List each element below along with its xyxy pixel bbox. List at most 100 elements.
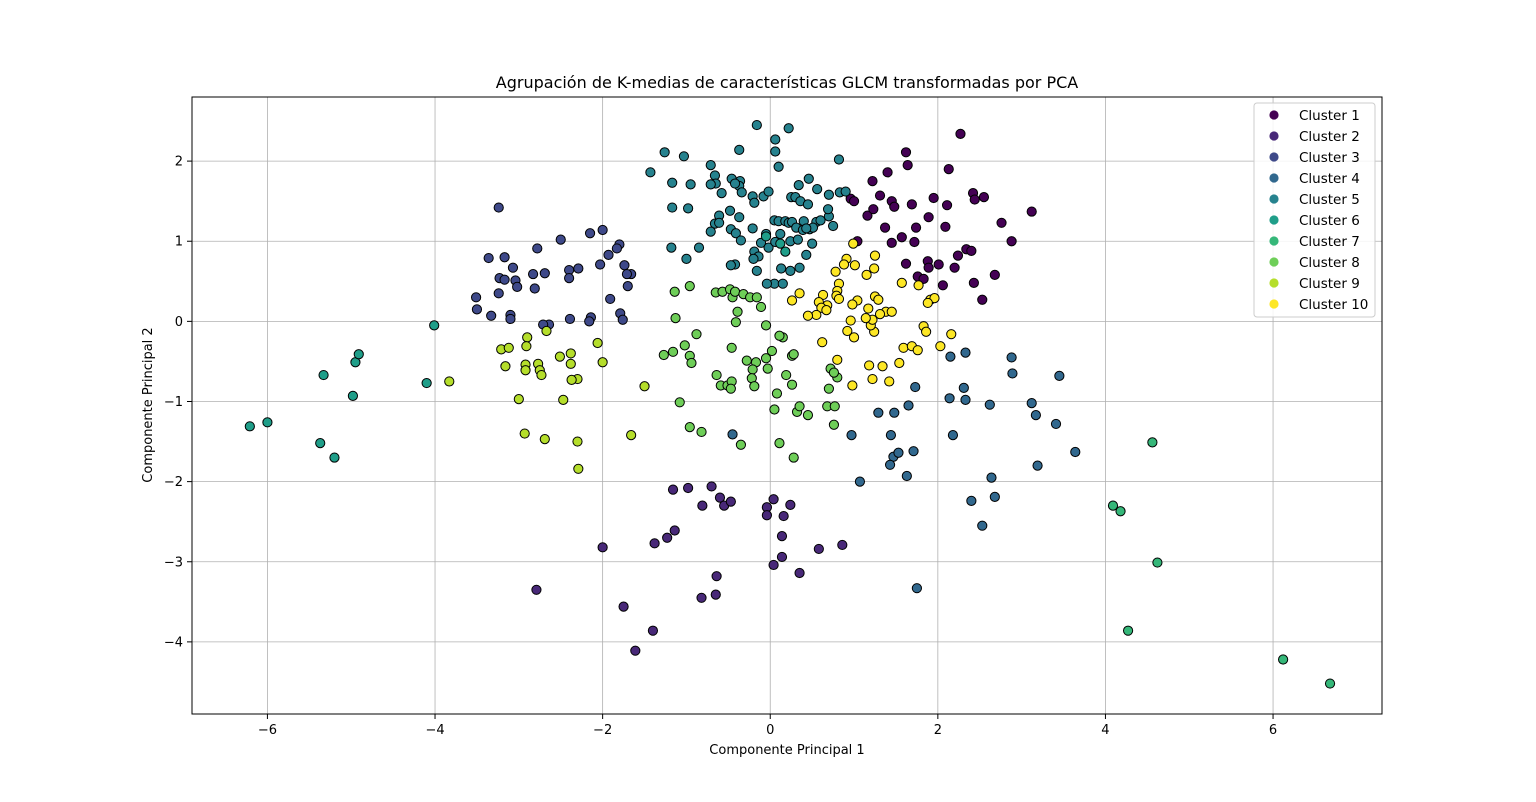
cluster-10-point [898,342,909,353]
cluster-5-point [716,188,727,199]
cluster-1-point [966,245,977,256]
cluster-9-point [520,365,531,376]
cluster-3-point [603,249,614,260]
cluster-5-point [827,220,839,232]
cluster-5-point [667,202,678,213]
cluster-10-point [847,380,858,391]
cluster-8-point [829,401,840,412]
cluster-5-point [725,260,736,271]
cluster-5-point [747,223,758,234]
cluster-4-point [966,495,977,506]
cluster-6-point [760,231,772,242]
cluster-5-point [777,278,788,289]
cluster-10-point [922,297,933,309]
cluster-8-point [667,346,679,357]
cluster-2-point [667,484,679,495]
cluster-5-point [803,173,814,184]
cluster-9-point [573,463,584,474]
cluster-10-point [838,259,850,270]
cluster-4-point [910,381,921,393]
cluster-10-point [832,354,843,365]
cluster-8-point [788,452,799,463]
cluster-5-point [783,123,794,134]
cluster-1-point [969,194,980,205]
cluster-9-point [519,428,530,439]
cluster-8-point [760,320,772,331]
cluster-8-point [670,313,681,324]
cluster-8-point [828,419,840,430]
cluster-5-point [822,204,834,215]
cluster-9-point [592,337,603,349]
cluster-5-point [815,215,826,226]
cluster-5-point [659,147,670,158]
cluster-3-point [619,260,630,271]
cluster-10-point [847,299,858,310]
cluster-8-point [741,355,752,366]
cluster-9-point [572,436,583,447]
cluster-3-point [595,259,606,270]
cluster-8-point [658,349,669,361]
cluster-10-point [867,373,878,385]
legend-marker-cluster-5 [1269,194,1279,204]
cluster-4-point [908,446,919,457]
cluster-8-point [774,330,785,341]
cluster-3-point [499,252,510,263]
cluster-10-point [877,361,888,372]
cluster-10-point [830,266,841,277]
legend-marker-cluster-3 [1269,152,1279,162]
cluster-8-point [769,404,780,415]
cluster-7-point [1278,654,1289,665]
cluster-8-point [669,286,680,297]
legend-label-cluster-5: Cluster 5 [1299,192,1360,208]
cluster-4-point [893,447,904,458]
cluster-1-point [848,196,860,207]
cluster-8-point [691,329,702,340]
cluster-2-point [714,492,726,503]
cluster-2-point [683,482,694,494]
cluster-10-point [845,315,856,326]
cluster-5-point [812,184,823,195]
scatter-points [244,119,1336,689]
cluster-5-point [793,180,804,191]
legend-marker-cluster-9 [1269,278,1279,288]
cluster-8-point [684,281,695,292]
cluster-4-point [1050,418,1062,430]
cluster-4-point [727,429,738,440]
cluster-8-point [760,353,772,364]
cluster-2-point [725,496,736,507]
legend: Cluster 1 Cluster 2 Cluster 3 Cluster 4 Clus… [1253,102,1376,318]
cluster-2-point [649,538,660,549]
cluster-1-point [889,201,900,212]
cluster-5-point [681,253,692,264]
cluster-2-point [531,584,542,595]
cluster-2-point [761,510,772,521]
cluster-2-point [778,510,789,522]
cluster-1-point [968,277,979,289]
cluster-9-point [565,348,576,359]
cluster-9-point [521,341,532,352]
cluster-8-point [696,426,707,438]
cluster-10-point [896,277,907,289]
cluster-10-point [935,341,946,352]
cluster-3-point [471,304,483,315]
cluster-10-point [873,294,884,305]
cluster-7-point [1115,506,1126,517]
legend-box [1253,102,1376,318]
cluster-10-point [874,309,886,320]
cluster-7-point [1152,557,1163,568]
cluster-8-point [726,342,737,353]
cluster-10-point [821,305,832,316]
legend-label-cluster-9: Cluster 9 [1299,276,1360,292]
cluster-5-point [770,134,781,145]
legend-label-cluster-4: Cluster 4 [1299,171,1360,187]
cluster-9-point [522,332,533,343]
cluster-2-point [630,645,641,656]
cluster-3-point [529,283,540,294]
cluster-6-point [315,438,326,449]
cluster-2-point [597,542,608,553]
cluster-1-point [955,128,966,139]
cluster-10-point [786,295,798,306]
cluster-3-point [505,313,516,325]
legend-marker-cluster-8 [1269,257,1279,267]
cluster-6-point [429,320,440,331]
